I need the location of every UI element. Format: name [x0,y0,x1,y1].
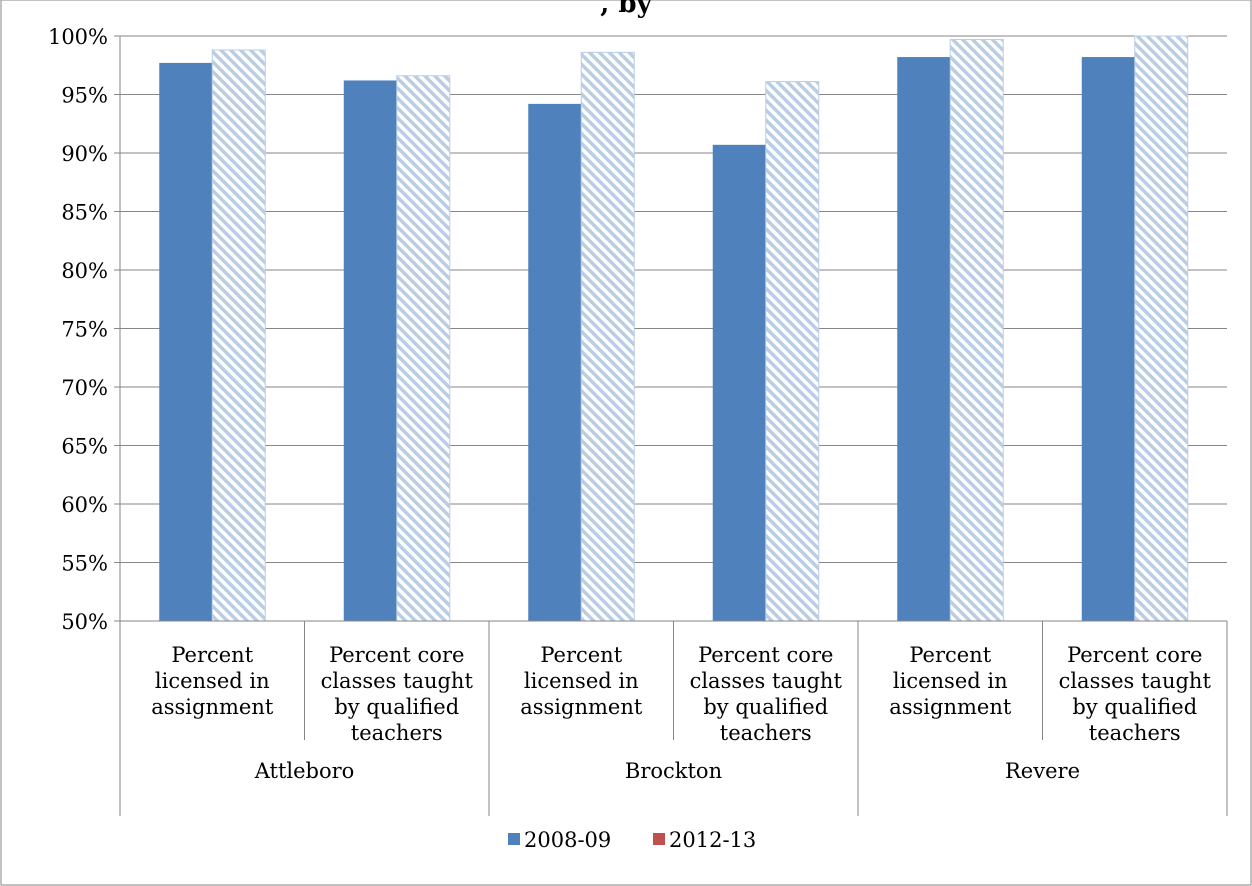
legend-label: 2008-09 [524,828,611,852]
y-tick-label: 65% [61,435,108,459]
x-category-label: Percent core classes taught by qualified te… [1059,643,1212,745]
y-tick-label: 85% [61,201,108,225]
bar-2008-09-3 [712,144,766,621]
bar-2012-13-0 [211,49,266,622]
y-tick-label: 90% [61,142,108,166]
bar-2008-09-1 [343,80,397,621]
bar-2012-13-4 [949,39,1004,622]
y-tick-label: 55% [61,552,108,576]
x-category-label: Percent licensed in assignment [889,643,1012,719]
bar-2012-13-5 [1134,35,1189,622]
y-tick-label: 95% [61,84,108,108]
y-tick-label: 60% [61,493,108,517]
bar-2008-09-0 [159,62,213,622]
x-category-label: Percent licensed in assignment [520,643,643,719]
y-axis-tick-labels: 50% 55% 60% 65% 70% 75% 80% 85% 90% 95% 100% [48,25,108,634]
legend-swatch [508,833,520,845]
y-tick-label: 100% [48,25,108,49]
bar-2008-09-2 [528,103,582,622]
bar-2012-13-1 [396,75,451,622]
legend-label: 2012-13 [669,828,756,852]
legend-swatch [653,833,665,845]
x-group-label: Attleboro [254,759,355,783]
gridlines [120,35,1227,563]
axes [114,35,1228,816]
bar-2008-09-5 [1081,57,1135,622]
y-tick-label: 70% [61,376,108,400]
bar-2008-09-4 [897,57,951,622]
bar-2012-13-3 [765,81,820,622]
y-tick-label: 50% [61,610,108,634]
legend: 2008-09 2012-13 [508,828,756,852]
x-axis-labels: Percent licensed in assignment Percent core… [151,643,1211,783]
y-tick-label: 80% [61,259,108,283]
x-category-label: Percent licensed in assignment [151,643,274,719]
x-category-label: Percent core classes taught by qualified te… [690,643,843,745]
x-group-label: Revere [1005,759,1080,783]
bars [159,35,1189,622]
x-category-label: Percent core classes taught by qualified te… [321,643,474,745]
x-group-label: Brockton [625,759,722,783]
y-tick-label: 75% [61,318,108,342]
chart-title: , by [600,0,652,19]
bar-2012-13-2 [580,51,635,622]
